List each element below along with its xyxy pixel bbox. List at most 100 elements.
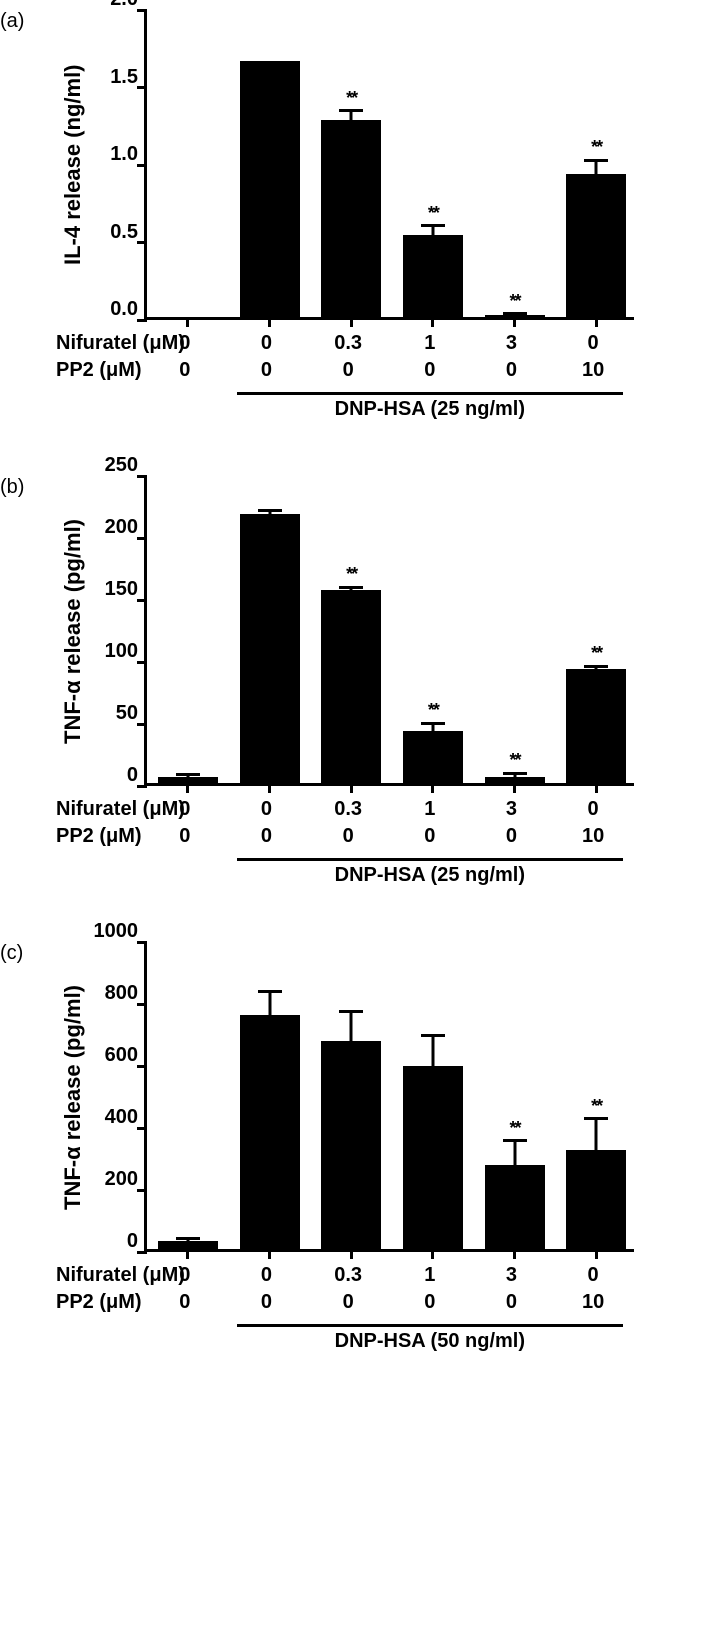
x-row: Nifuratel (μM)000.3130 <box>56 798 696 821</box>
x-tick-mark <box>268 1249 271 1259</box>
significance-marker: ** <box>428 203 438 224</box>
x-tick-mark <box>513 783 516 793</box>
plot-area: ** ** ** ** <box>144 476 634 786</box>
chart-wrap: TNF-α release (pg/ml)10008006004002000**… <box>56 942 696 1358</box>
panel-c: (c)TNF-α release (pg/ml)1000800600400200… <box>0 942 696 1358</box>
x-cell: 0 <box>226 1264 308 1287</box>
x-cell: 0 <box>226 359 308 382</box>
chart-wrap: IL-4 release (ng/ml)2.01.51.00.50.0*****… <box>56 10 696 426</box>
significance-marker: ** <box>428 700 438 721</box>
y-tick-mark <box>137 164 147 167</box>
x-cell: 10 <box>552 1291 634 1314</box>
y-axis-label: TNF-α release (pg/ml) <box>56 476 90 786</box>
error-bar <box>431 1035 434 1066</box>
x-cell: 0 <box>307 1291 389 1314</box>
panel-label: (a) <box>0 10 24 33</box>
x-cell: 10 <box>552 825 634 848</box>
bar <box>240 61 300 317</box>
y-tick-mark <box>137 537 147 540</box>
error-cap <box>584 665 608 668</box>
x-tick-mark <box>431 1249 434 1259</box>
y-tick-mark <box>137 319 147 322</box>
x-cell: 0 <box>307 825 389 848</box>
x-tick-mark <box>350 783 353 793</box>
error-cap <box>258 509 282 512</box>
x-cell: 0 <box>226 332 308 355</box>
x-cell: 0 <box>471 825 553 848</box>
error-cap <box>421 1034 445 1037</box>
error-cap <box>421 224 445 227</box>
x-tick-mark <box>350 317 353 327</box>
x-cell: 10 <box>552 359 634 382</box>
bar <box>566 1150 626 1249</box>
y-axis-label: IL-4 release (ng/ml) <box>56 10 90 320</box>
error-bar <box>268 992 271 1015</box>
x-cell: 0 <box>389 359 471 382</box>
y-tick-mark <box>137 1065 147 1068</box>
x-cell: 0 <box>471 359 553 382</box>
x-cell: 0 <box>226 1291 308 1314</box>
dnp-text: DNP-HSA (25 ng/ml) <box>335 398 525 421</box>
y-ticks: 2.01.51.00.50.0 <box>90 10 144 320</box>
error-cap <box>503 772 527 775</box>
plot-row: TNF-α release (pg/ml)10008006004002000**… <box>56 942 696 1252</box>
significance-marker: ** <box>591 1096 601 1117</box>
x-cells: 0000010 <box>144 825 638 848</box>
x-tick-mark <box>268 317 271 327</box>
y-tick-mark <box>137 941 147 944</box>
y-tick-mark <box>137 9 147 12</box>
x-cell: 0 <box>144 1264 226 1287</box>
x-tick-mark <box>431 317 434 327</box>
x-cell: 0.3 <box>307 798 389 821</box>
y-tick-mark <box>137 599 147 602</box>
error-bar <box>513 1141 516 1166</box>
significance-marker: ** <box>346 88 356 109</box>
x-cell: 0 <box>389 1291 471 1314</box>
panel-label: (b) <box>0 476 24 499</box>
bar <box>321 590 381 783</box>
error-cap <box>503 312 527 315</box>
dnp-annotation: DNP-HSA (25 ng/ml) <box>144 858 634 892</box>
bar <box>240 1015 300 1249</box>
dnp-bar <box>237 858 624 861</box>
x-cell: 0 <box>226 798 308 821</box>
plot-row: IL-4 release (ng/ml)2.01.51.00.50.0*****… <box>56 10 696 320</box>
error-cap <box>258 990 282 993</box>
x-tick-mark <box>268 783 271 793</box>
y-tick-mark <box>137 1251 147 1254</box>
bar <box>240 514 300 783</box>
error-cap <box>339 586 363 589</box>
x-axis-table: Nifuratel (μM)000.3130PP2 (μM)0000010 <box>56 798 696 848</box>
significance-marker: ** <box>509 1118 519 1139</box>
error-cap <box>584 1117 608 1120</box>
x-tick-mark <box>186 317 189 327</box>
bar <box>566 174 626 317</box>
plot-row: TNF-α release (pg/ml)250200150100500****… <box>56 476 696 786</box>
y-tick-mark <box>137 1127 147 1130</box>
bar <box>158 1241 218 1249</box>
x-cell: 0 <box>552 798 634 821</box>
error-cap <box>421 722 445 725</box>
x-tick-mark <box>595 317 598 327</box>
y-ticks: 10008006004002000 <box>90 942 144 1252</box>
x-cell: 1 <box>389 798 471 821</box>
dnp-bar <box>237 392 624 395</box>
x-cell: 0 <box>552 1264 634 1287</box>
significance-marker: ** <box>509 750 519 771</box>
error-cap <box>339 1010 363 1013</box>
y-tick-mark <box>137 475 147 478</box>
x-tick-mark <box>595 783 598 793</box>
x-cell: 0 <box>471 1291 553 1314</box>
bar <box>321 120 381 317</box>
bar <box>485 1165 545 1249</box>
bar <box>403 731 463 783</box>
significance-marker: ** <box>346 564 356 585</box>
plot-area: ******** <box>144 10 634 320</box>
x-cell: 0 <box>144 1291 226 1314</box>
x-cell: 0 <box>552 332 634 355</box>
y-ticks: 250200150100500 <box>90 476 144 786</box>
bar <box>403 235 463 317</box>
panel-a: (a) IL-4 release (ng/ml)2.01.51.00.50.0 **… <box>0 10 696 426</box>
significance-marker: ** <box>591 643 601 664</box>
x-row: Nifuratel (μM)000.3130 <box>56 332 696 355</box>
